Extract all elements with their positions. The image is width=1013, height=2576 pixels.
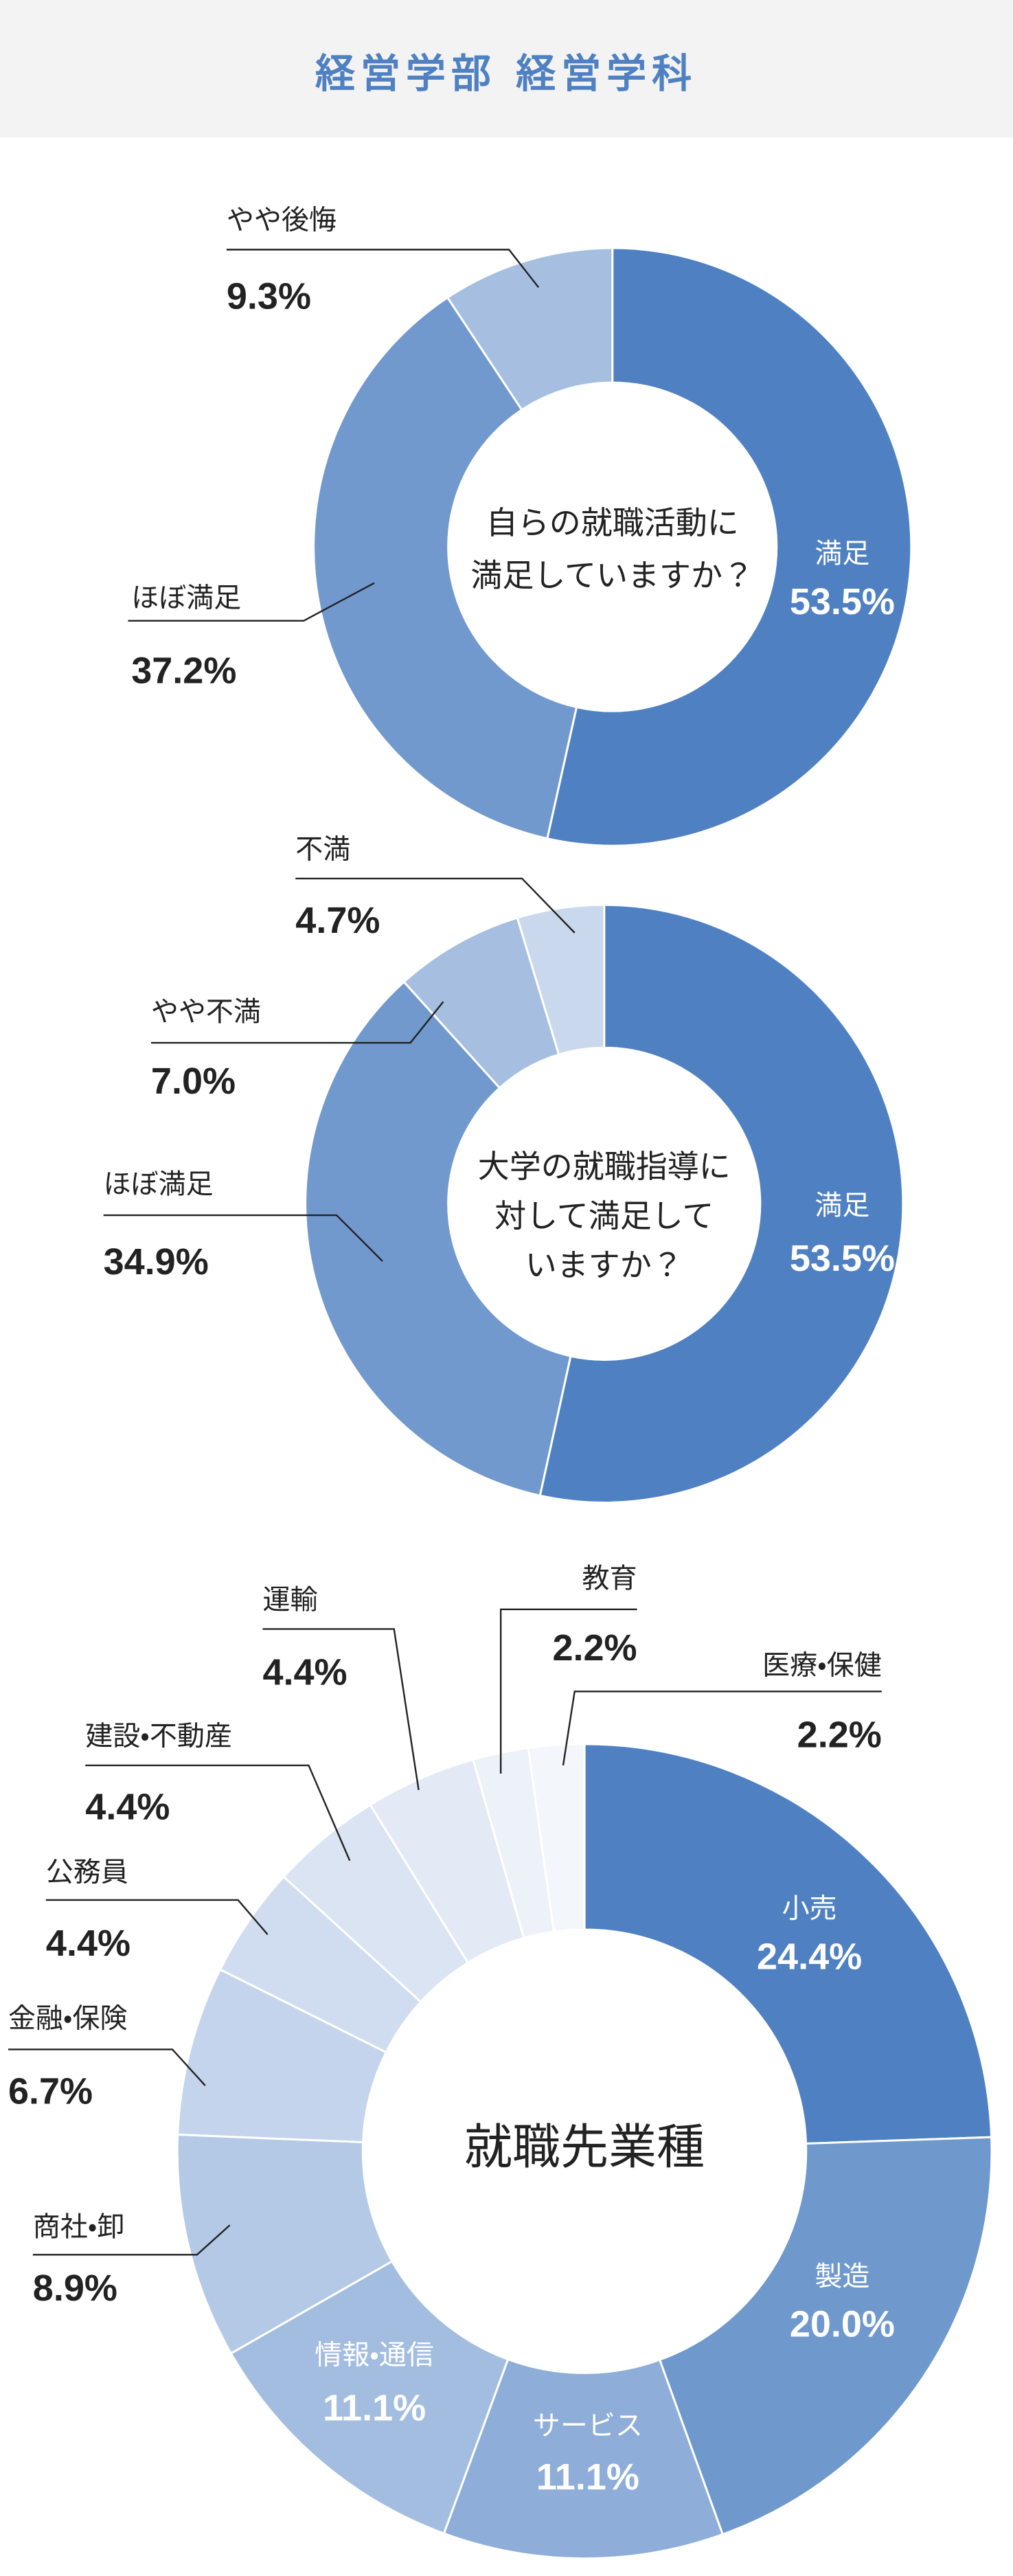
donut-segment: [442, 2358, 725, 2560]
donut-segment: [304, 980, 572, 1498]
segment-name: 運輸: [262, 1584, 317, 1616]
segment-name: 製造: [815, 2261, 869, 2292]
leader-line: [103, 1214, 383, 1262]
value-label: 34.9%: [104, 1241, 209, 1283]
donut-segment: [229, 2259, 510, 2535]
value-label: 8.9%: [33, 2268, 117, 2309]
donut-segment: [545, 247, 913, 847]
center-title: いますか？: [525, 1247, 683, 1284]
leader-line: [128, 582, 375, 622]
value-label: 20.0%: [790, 2304, 895, 2345]
leader-line: [150, 1001, 444, 1044]
segment-name: 不満: [295, 833, 350, 865]
value-label: 4.4%: [262, 1652, 347, 1693]
value-label: 24.4%: [757, 1936, 862, 1977]
value-label: 53.5%: [790, 581, 895, 622]
segment-name: 建設・不動産: [85, 1720, 232, 1752]
donut-segment: [446, 247, 614, 411]
segment-name: 情報・通信: [315, 2340, 434, 2371]
donut-segment: [658, 2136, 993, 2536]
segment-name: やや不満: [151, 996, 261, 1028]
value-label: 11.1%: [536, 2456, 639, 2498]
segment-name: 満足: [815, 538, 869, 569]
header-band: [0, 0, 1013, 137]
segment-name: 小売: [782, 1893, 837, 1924]
leader-line: [8, 2048, 206, 2086]
value-label: 37.2%: [131, 650, 236, 691]
segment-name: 医療・保健: [762, 1649, 882, 1681]
leader-line: [295, 877, 576, 934]
value-label: 4.4%: [46, 1923, 130, 1964]
donut-segment: [527, 1743, 586, 1933]
donut-segment: [312, 296, 578, 840]
leader-line: [562, 1691, 882, 1766]
segment-name: やや後悔: [227, 205, 337, 236]
segment-name: 金融・保険: [8, 2002, 128, 2034]
segment-name: 教育: [582, 1563, 637, 1594]
value-label: 4.4%: [85, 1787, 170, 1828]
center-title: 大学の就職指導に: [478, 1148, 731, 1185]
value-label: 7.0%: [151, 1061, 236, 1102]
segment-name: 商社・卸: [33, 2211, 125, 2243]
donut-segment: [583, 1743, 993, 2145]
value-label: 9.3%: [227, 275, 311, 317]
leader-line: [32, 2224, 231, 2256]
value-label: 53.5%: [790, 1238, 895, 1279]
value-label: 6.7%: [8, 2070, 93, 2112]
value-label: 11.1%: [323, 2388, 426, 2429]
segment-name: 満足: [815, 1190, 869, 1221]
value-label: 4.7%: [295, 900, 380, 941]
leader-line: [262, 1628, 420, 1790]
leader-line: [226, 249, 540, 289]
leader-line: [45, 1899, 269, 1935]
center-title: 就職先業種: [464, 2119, 705, 2176]
header-title: 経営学部 経営学科: [315, 50, 697, 97]
center-title: 対して満足して: [494, 1197, 714, 1234]
leader-line: [85, 1764, 351, 1862]
donut-segment: [516, 903, 606, 1056]
leader-line: [499, 1608, 637, 1774]
center-title: 満足していますか？: [470, 556, 754, 594]
segment-name: 公務員: [46, 1857, 128, 1888]
donut-segment: [538, 903, 904, 1504]
center-title: 自らの就職活動に: [486, 504, 739, 541]
segment-name: サービス: [533, 2410, 643, 2441]
value-label: 2.2%: [552, 1627, 637, 1669]
segment-name: ほぼ満足: [131, 583, 241, 614]
segment-name: ほぼ満足: [104, 1168, 214, 1200]
value-label: 2.2%: [797, 1715, 882, 1756]
